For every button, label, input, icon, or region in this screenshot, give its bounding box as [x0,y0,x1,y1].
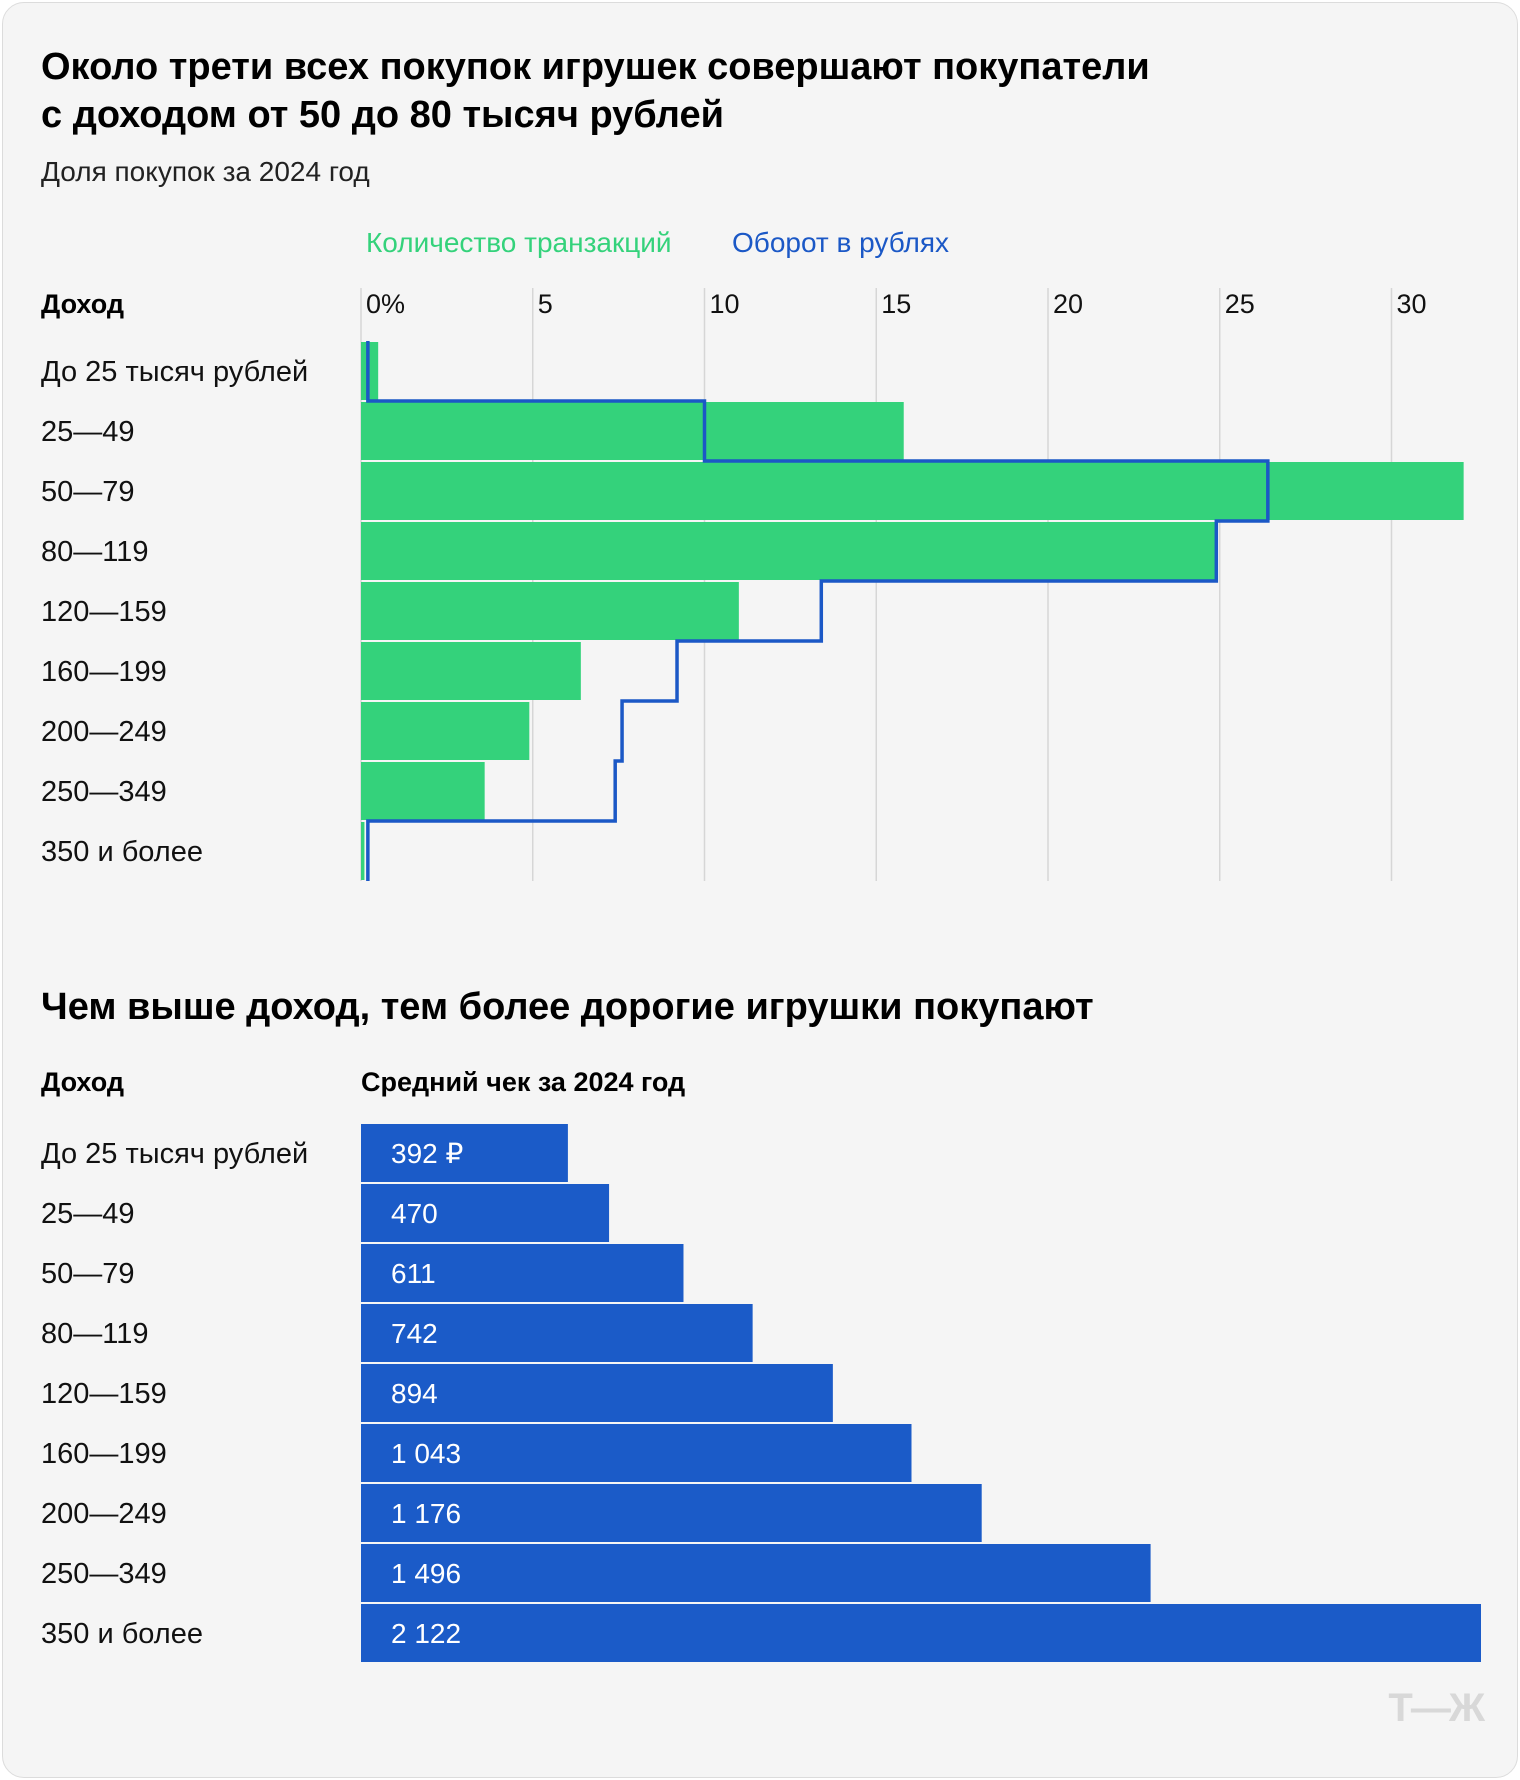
x-tick-label: 20 [1053,289,1083,319]
category-label: До 25 тысяч рублей [41,1138,308,1170]
chart1-x-ticks: 0% 5 10 15 20 25 30 [366,289,1427,319]
tzh-logo: Т—Ж [1388,1686,1485,1730]
x-tick-label: 15 [881,289,911,319]
avg-check-value-label: 470 [391,1198,438,1229]
category-label: 250—349 [41,776,167,808]
avg-check-value-label: 2 122 [391,1618,461,1649]
chart1-category-header: Доход [41,289,124,319]
avg-check-value-label: 1 496 [391,1558,461,1589]
category-label: 200—249 [41,716,167,748]
transactions-bar [361,522,1217,580]
transactions-bar [361,642,581,700]
transactions-bar [361,402,904,460]
transactions-bar [361,762,485,820]
category-label: 350 и более [41,836,203,868]
category-label: 250—349 [41,1558,167,1590]
category-label: 350 и более [41,1618,203,1650]
legend-transactions: Количество транзакций [366,227,672,258]
avg-check-value-label: 1 176 [391,1498,461,1529]
avg-check-bar [361,1604,1481,1662]
category-label: 50—79 [41,1258,135,1290]
chart-canvas: Около трети всех покупок игрушек соверша… [41,46,1488,1730]
avg-check-bar [361,1484,982,1542]
category-label: 25—49 [41,416,135,448]
avg-check-bar [361,1424,912,1482]
x-tick-label: 5 [538,289,553,319]
avg-check-value-label: 742 [391,1318,438,1349]
transactions-bar [361,822,365,880]
chart2-value-header: Средний чек за 2024 год [361,1067,685,1097]
chart1-bars [361,342,1464,880]
avg-check-bar [361,1364,833,1422]
category-label: 80—119 [41,536,149,568]
avg-check-value-label: 894 [391,1378,438,1409]
avg-check-bar [361,1304,753,1362]
x-tick-label: 0% [366,289,405,319]
avg-check-bar [361,1184,610,1242]
chart1-subtitle: Доля покупок за 2024 год [41,156,370,187]
avg-check-value-label: 1 043 [391,1438,461,1469]
chart2-title: Чем выше доход, тем более дорогие игрушк… [41,986,1094,1028]
chart2-category-labels: До 25 тысяч рублей 25—49 50—79 80—119 120—15… [41,1138,308,1650]
x-tick-label: 25 [1225,289,1255,319]
transactions-bar [361,582,739,640]
transactions-bar [361,702,530,760]
avg-check-value-label: 611 [391,1258,436,1289]
avg-check-value-label: 392 ₽ [391,1138,463,1169]
chart1-title-line-1: Около трети всех покупок игрушек соверша… [41,46,1150,88]
category-label: До 25 тысяч рублей [41,356,308,388]
chart2-category-header: Доход [41,1067,124,1097]
category-label: 120—159 [41,1378,167,1410]
category-label: 160—199 [41,1438,167,1470]
category-label: 200—249 [41,1498,167,1530]
transactions-bar [361,462,1464,520]
x-tick-label: 30 [1397,289,1427,319]
avg-check-bar [361,1244,684,1302]
chart2-bars: 392 ₽ 470 611 742 894 1 043 1 176 1 496 2 122 [361,1124,1481,1662]
chart1-category-labels: До 25 тысяч рублей 25—49 50—79 80—119 120—15… [41,356,308,868]
category-label: 160—199 [41,656,167,688]
category-label: 80—119 [41,1318,149,1350]
category-label: 120—159 [41,596,167,628]
x-tick-label: 10 [710,289,740,319]
legend-turnover: Оборот в рублях [732,227,949,258]
turnover-step-line [366,341,1270,881]
category-label: 25—49 [41,1198,135,1230]
chart1-title-line-2: с доходом от 50 до 80 тысяч рублей [41,94,724,136]
avg-check-bar [361,1124,568,1182]
chart1-turnover-line [366,341,1270,881]
category-label: 50—79 [41,476,135,508]
avg-check-bar [361,1544,1151,1602]
